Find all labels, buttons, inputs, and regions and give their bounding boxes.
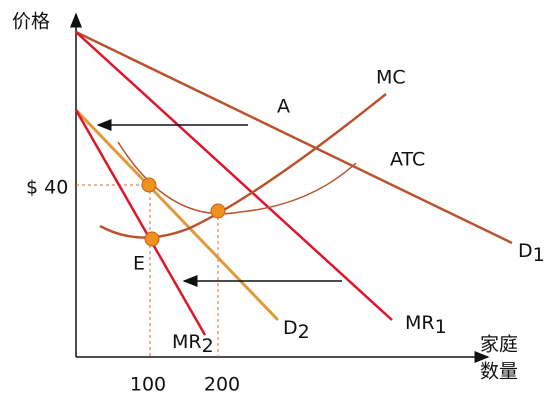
x-tick-label: 200 bbox=[204, 374, 240, 396]
label-atc: ATC bbox=[390, 149, 425, 171]
label-a: A bbox=[277, 96, 290, 118]
label-e: E bbox=[133, 253, 145, 275]
mr2-curve bbox=[74, 109, 207, 336]
label-d1: D1 bbox=[518, 240, 545, 266]
label-mr1: MR1 bbox=[405, 312, 447, 338]
label-mr2: MR2 bbox=[172, 331, 214, 357]
point bbox=[210, 203, 226, 219]
x-axis-label: 数量 bbox=[480, 361, 518, 383]
y-axis-label: 价格 bbox=[12, 11, 50, 33]
mc-curve bbox=[99, 93, 387, 239]
d2-curve bbox=[74, 108, 280, 322]
point bbox=[141, 177, 157, 193]
label-d2: D2 bbox=[283, 317, 310, 343]
d1-curve bbox=[75, 30, 513, 245]
mr1-curve bbox=[75, 31, 393, 321]
x-axis-label: 家庭 bbox=[480, 334, 518, 356]
y-tick-label: $ 40 bbox=[26, 177, 68, 199]
point bbox=[144, 231, 160, 247]
label-mc: MC bbox=[376, 67, 406, 89]
x-tick-label: 100 bbox=[130, 374, 166, 396]
